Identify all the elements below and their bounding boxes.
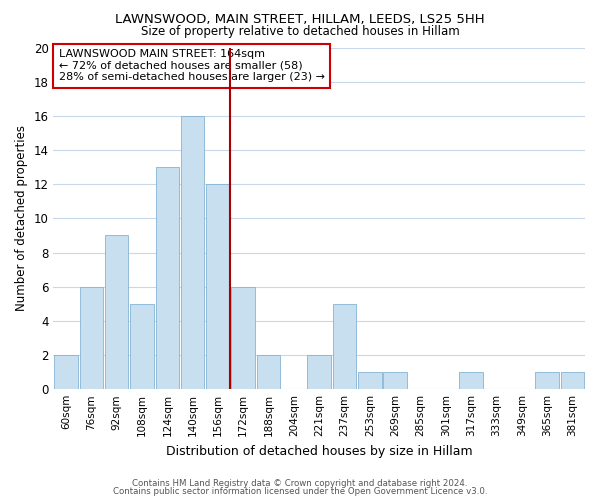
Bar (105, 236, 128, 389)
Bar (130, 304, 154, 389)
Bar (460, 372, 483, 389)
Bar (560, 372, 584, 389)
Bar (55, 355, 78, 389)
Bar (383, 372, 407, 389)
Bar (181, 116, 205, 389)
X-axis label: Distribution of detached houses by size in Hillam: Distribution of detached houses by size … (166, 444, 473, 458)
Bar (358, 372, 382, 389)
Bar (535, 372, 559, 389)
Bar (333, 304, 356, 389)
Bar (257, 355, 280, 389)
Text: Contains public sector information licensed under the Open Government Licence v3: Contains public sector information licen… (113, 487, 487, 496)
Text: Size of property relative to detached houses in Hillam: Size of property relative to detached ho… (140, 25, 460, 38)
Bar (155, 167, 179, 389)
Y-axis label: Number of detached properties: Number of detached properties (15, 126, 28, 312)
Text: Contains HM Land Registry data © Crown copyright and database right 2024.: Contains HM Land Registry data © Crown c… (132, 478, 468, 488)
Text: LAWNSWOOD MAIN STREET: 164sqm
← 72% of detached houses are smaller (58)
28% of s: LAWNSWOOD MAIN STREET: 164sqm ← 72% of d… (59, 49, 325, 82)
Bar (232, 286, 255, 389)
Bar (206, 184, 230, 389)
Bar (80, 286, 103, 389)
Text: LAWNSWOOD, MAIN STREET, HILLAM, LEEDS, LS25 5HH: LAWNSWOOD, MAIN STREET, HILLAM, LEEDS, L… (115, 12, 485, 26)
Bar (307, 355, 331, 389)
